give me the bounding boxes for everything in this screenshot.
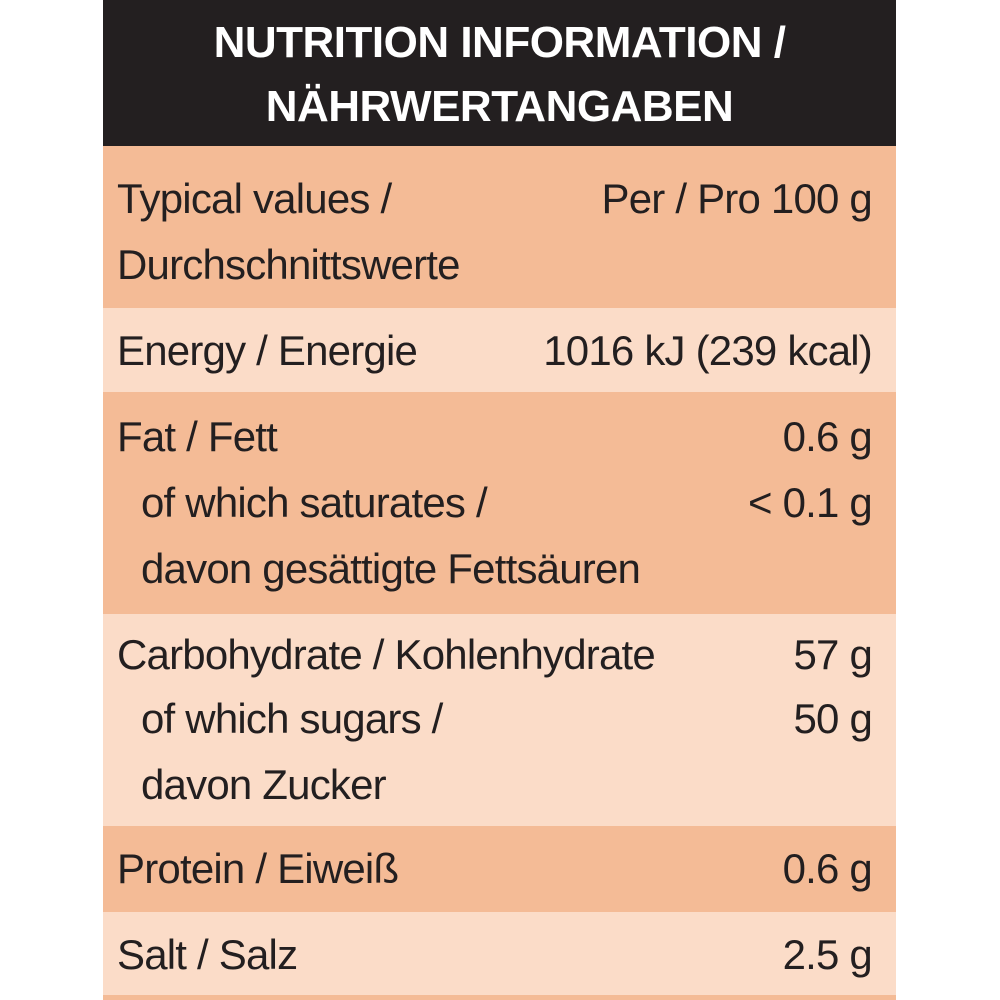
nutrition-header: NUTRITION INFORMATION / NÄHRWERTANGABEN [103,0,896,146]
energy-label: Energy / Energie [117,327,418,374]
salt-row: Salt / Salz 2.5 g [103,912,896,995]
saturates-label-line2: davon gesättigte Fettsäuren [141,545,641,592]
sugars-value: 50 g [793,695,872,742]
protein-label: Protein / Eiweiß [117,845,399,892]
bottom-border [103,995,896,1000]
header-title-line2: NÄHRWERTANGABEN [265,82,734,131]
typical-values-label-line1: Typical values / [117,175,392,222]
energy-value: 1016 kJ (239 kcal) [543,327,873,374]
salt-value: 2.5 g [782,931,873,978]
carbohydrate-row: Carbohydrate / Kohlenhydrate 57 g of whi… [103,614,896,826]
fat-value: 0.6 g [782,413,873,460]
fat-row: Fat / Fett 0.6 g of which saturates / < … [103,392,896,614]
saturates-label-line1: of which saturates / [141,479,488,526]
carbohydrate-label: Carbohydrate / Kohlenhydrate [117,631,656,678]
saturates-value: < 0.1 g [747,479,873,526]
per-100g-header: Per / Pro 100 g [601,175,873,222]
nutrition-label: NUTRITION INFORMATION / NÄHRWERTANGABEN … [103,0,896,1000]
typical-values-row: Typical values / Durchschnittswerte Per … [103,146,896,308]
protein-value: 0.6 g [782,845,873,892]
header-title-line1: NUTRITION INFORMATION / [213,18,786,67]
salt-label: Salt / Salz [117,931,298,978]
carbohydrate-value: 57 g [793,631,872,678]
protein-row: Protein / Eiweiß 0.6 g [103,826,896,912]
energy-row: Energy / Energie 1016 kJ (239 kcal) [103,308,896,392]
sugars-label-line1: of which sugars / [141,695,443,742]
fat-label: Fat / Fett [117,413,278,460]
sugars-label-line2: davon Zucker [141,761,387,808]
typical-values-label-line2: Durchschnittswerte [117,241,461,288]
